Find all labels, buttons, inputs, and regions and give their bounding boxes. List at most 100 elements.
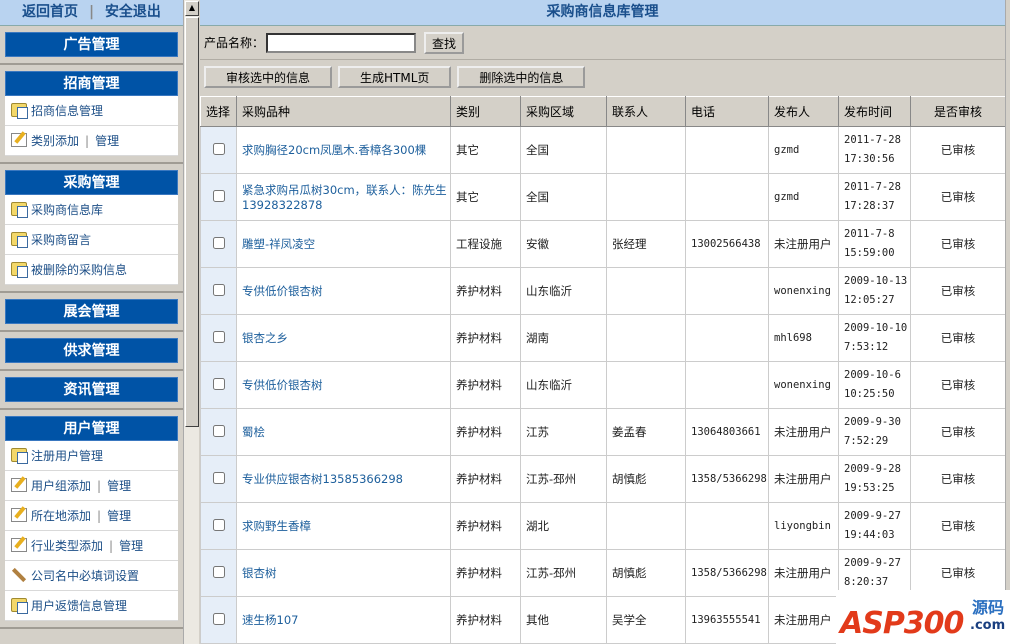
row-checkbox[interactable]	[212, 283, 225, 296]
product-name-link[interactable]: 银杏树	[236, 549, 451, 597]
nav-section-header[interactable]: 供求管理	[5, 338, 178, 363]
generate-html-button[interactable]: 生成HTML页	[338, 66, 452, 88]
product-name-link[interactable]: 专业供应银杏树13585366298	[236, 455, 451, 503]
product-name-link[interactable]: 速生杨107	[236, 596, 451, 644]
row-checkbox[interactable]	[212, 471, 225, 484]
home-link[interactable]: 返回首页	[22, 4, 79, 20]
folder-icon	[11, 448, 28, 464]
product-name-input[interactable]	[266, 32, 417, 53]
product-name-link[interactable]: 专供低价银杏树	[236, 361, 451, 409]
folder-icon	[11, 262, 28, 278]
scroll-up-arrow-icon[interactable]: ▲	[185, 1, 199, 16]
column-header: 发布人	[768, 96, 839, 127]
region-cell: 山东临沂	[520, 267, 607, 315]
product-name-link[interactable]: 求购野生香樟	[236, 502, 451, 550]
nav-item-label[interactable]: 被删除的采购信息	[31, 263, 128, 277]
product-name-link[interactable]: 紧急求购吊瓜树30cm，联系人：陈先生13928322878	[236, 173, 451, 221]
table-row: 银杏之乡 养护材料 湖南 mhl698 2009-10-10 7:53:12 已审核	[200, 314, 1006, 362]
row-checkbox[interactable]	[212, 236, 225, 249]
nav-item[interactable]: 用户组添加 | 管理	[5, 471, 178, 501]
contact-cell: 吴学全	[606, 596, 686, 644]
nav-section-header[interactable]: 资讯管理	[5, 377, 178, 402]
row-checkbox[interactable]	[212, 518, 225, 531]
nav-item[interactable]: 注册用户管理	[5, 441, 178, 471]
nav-item-manage-link[interactable]: 管理	[95, 134, 120, 148]
review-status-cell: 已审核	[910, 126, 1006, 174]
nav-item-label[interactable]: 采购商留言	[31, 233, 92, 247]
main-scrollbar[interactable]	[1005, 0, 1010, 644]
column-header: 选择	[200, 96, 237, 127]
nav-section-header[interactable]: 采购管理	[5, 170, 178, 195]
category-cell: 养护材料	[450, 549, 521, 597]
nav-section-header[interactable]: 招商管理	[5, 71, 178, 96]
nav-item-label[interactable]: 类别添加	[31, 134, 80, 148]
product-name-link[interactable]: 专供低价银杏树	[236, 267, 451, 315]
nav-item[interactable]: 采购商信息库	[5, 195, 178, 225]
phone-cell	[685, 267, 769, 315]
nav-item[interactable]: 招商信息管理	[5, 96, 178, 126]
nav-item[interactable]: 采购商留言	[5, 225, 178, 255]
publish-time-cell: 2011-7-28 17:30:56	[838, 126, 911, 174]
page-title: 采购商信息库管理	[200, 0, 1005, 26]
nav-item-label[interactable]: 用户组添加	[31, 479, 92, 493]
purchaser-table: 选择 采购品种 类别 采购区域 联系人 电话 发布人 发布时间 是否审核 求购胸径20cm凤凰木…	[200, 96, 1006, 644]
table-row: 雕塑-祥凤凌空 工程设施 安徽 张经理 13002566438 未注册用户 2011-7-8…	[200, 220, 1006, 268]
nav-item-manage-link[interactable]: 管理	[107, 479, 132, 493]
nav-item-manage-link[interactable]: 管理	[119, 539, 144, 553]
nav-item-label[interactable]: 注册用户管理	[31, 449, 104, 463]
phone-cell	[685, 502, 769, 550]
folder-icon	[11, 598, 28, 614]
nav-item-label[interactable]: 行业类型添加	[31, 539, 104, 553]
search-label: 产品名称：	[204, 36, 265, 50]
nav-item-label[interactable]: 所在地添加	[31, 509, 92, 523]
left-scrollbar[interactable]: ▲	[183, 0, 199, 644]
product-name-link[interactable]: 雕塑-祥凤凌空	[236, 220, 451, 268]
nav-item-manage-link[interactable]: 管理	[107, 509, 132, 523]
review-status-cell: 已审核	[910, 502, 1006, 550]
nav-item-label[interactable]: 招商信息管理	[31, 104, 104, 118]
region-cell: 山东临沂	[520, 361, 607, 409]
product-name-link[interactable]: 银杏之乡	[236, 314, 451, 362]
row-checkbox[interactable]	[212, 189, 225, 202]
region-cell: 江苏	[520, 408, 607, 456]
search-bar: 产品名称： 查找	[200, 26, 1005, 60]
publish-time-cell: 2009-9-27 19:44:03	[838, 502, 911, 550]
publisher-cell: 未注册用户	[768, 220, 839, 268]
region-cell: 江苏-邳州	[520, 549, 607, 597]
review-status-cell: 已审核	[910, 361, 1006, 409]
nav-section-header[interactable]: 广告管理	[5, 32, 178, 57]
row-checkbox[interactable]	[212, 377, 225, 390]
row-checkbox[interactable]	[212, 330, 225, 343]
nav-item[interactable]: 类别添加 | 管理	[5, 126, 178, 156]
publisher-cell: 未注册用户	[768, 408, 839, 456]
nav-item[interactable]: 被删除的采购信息	[5, 255, 178, 285]
nav-section-header[interactable]: 展会管理	[5, 299, 178, 324]
scrollbar-thumb[interactable]	[185, 17, 199, 427]
phone-cell: 1358/5366298	[685, 549, 769, 597]
search-button[interactable]: 查找	[424, 31, 465, 54]
nav-item-label[interactable]: 采购商信息库	[31, 203, 104, 217]
product-name-link[interactable]: 求购胸径20cm凤凰木.香樟各300棵	[236, 126, 451, 174]
nav-section-header[interactable]: 用户管理	[5, 416, 178, 441]
publish-time-cell: 2009-9-28 19:53:25	[838, 455, 911, 503]
folder-icon	[11, 202, 28, 218]
row-checkbox[interactable]	[212, 142, 225, 155]
logout-link[interactable]: 安全退出	[104, 4, 161, 20]
nav-item-label[interactable]: 用户返馈信息管理	[31, 599, 128, 613]
nav-item-label[interactable]: 公司名中必填词设置	[31, 569, 140, 583]
approve-selected-button[interactable]: 审核选中的信息	[204, 66, 333, 88]
nav-item[interactable]: 所在地添加 | 管理	[5, 501, 178, 531]
row-checkbox[interactable]	[212, 424, 225, 437]
nav-item[interactable]: 行业类型添加 | 管理	[5, 531, 178, 561]
edit-icon	[11, 538, 27, 552]
nav-item[interactable]: 用户返馈信息管理	[5, 591, 178, 621]
product-name-link[interactable]: 蜀桧	[236, 408, 451, 456]
folder-icon	[11, 232, 28, 248]
row-checkbox[interactable]	[212, 612, 225, 625]
nav-item[interactable]: 公司名中必填词设置	[5, 561, 178, 591]
row-checkbox[interactable]	[212, 565, 225, 578]
wrench-icon	[11, 568, 27, 582]
select-cell	[200, 314, 237, 362]
separator: |	[109, 539, 114, 553]
delete-selected-button[interactable]: 删除选中的信息	[457, 66, 586, 88]
